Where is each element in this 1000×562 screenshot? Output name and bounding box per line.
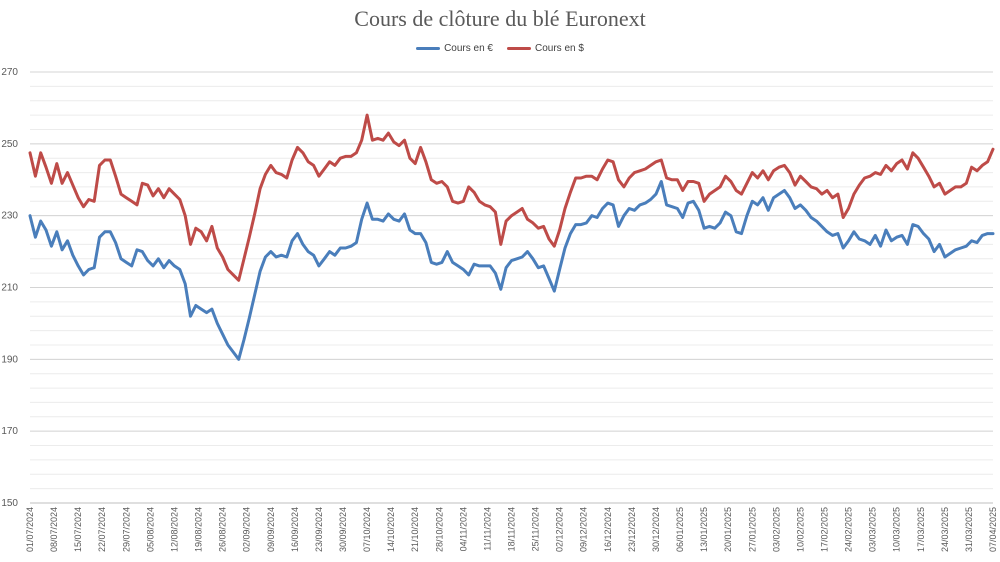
x-tick-label: 22/07/2024 (97, 507, 107, 552)
x-tick-label: 12/08/2024 (169, 507, 179, 552)
y-tick-label: 170 (1, 426, 18, 437)
series-line-dollar (28, 113, 995, 282)
x-tick-label: 23/12/2024 (627, 507, 637, 552)
x-tick-label: 30/12/2024 (651, 507, 661, 552)
legend-swatch-euro (416, 47, 441, 50)
x-tick-label: 29/07/2024 (121, 507, 131, 552)
x-tick-label: 23/09/2024 (314, 507, 324, 552)
x-tick-label: 28/10/2024 (434, 507, 444, 552)
x-tick-label: 15/07/2024 (73, 507, 83, 552)
x-tick-label: 08/07/2024 (49, 507, 59, 552)
x-tick-label: 18/11/2024 (507, 507, 517, 551)
series-line-euro (28, 180, 995, 361)
x-tick-label: 27/01/2025 (747, 507, 757, 552)
legend-item-dollar[interactable]: Cours en $ (507, 43, 584, 54)
legend-label-euro: Cours en € (444, 43, 493, 54)
x-tick-label: 02/09/2024 (242, 507, 252, 552)
x-tick-label: 11/11/2024 (482, 507, 492, 551)
y-tick-label: 150 (1, 498, 18, 509)
x-tick-label: 16/09/2024 (290, 507, 300, 552)
x-tick-label: 24/02/2025 (844, 507, 854, 552)
x-tick-label: 01/07/2024 (25, 507, 35, 552)
legend: Cours en € Cours en $ (0, 43, 1000, 54)
x-tick-label: 09/12/2024 (579, 507, 589, 552)
x-tick-label: 07/04/2025 (988, 507, 998, 552)
x-tick-label: 31/03/2025 (964, 507, 974, 552)
x-tick-label: 07/10/2024 (362, 507, 372, 552)
x-tick-label: 25/11/2024 (531, 507, 541, 551)
y-tick-label: 250 (1, 139, 18, 150)
x-tick-label: 30/09/2024 (338, 507, 348, 552)
x-tick-label: 09/09/2024 (266, 507, 276, 552)
x-tick-label: 10/02/2025 (795, 507, 805, 552)
x-tick-label: 03/02/2025 (771, 507, 781, 552)
x-tick-label: 14/10/2024 (386, 507, 396, 552)
x-tick-label: 05/08/2024 (145, 507, 155, 552)
x-tick-label: 26/08/2024 (218, 507, 228, 552)
x-tick-label: 16/12/2024 (603, 507, 613, 552)
x-tick-label: 24/03/2025 (940, 507, 950, 552)
y-tick-label: 210 (1, 283, 18, 294)
legend-item-euro[interactable]: Cours en € (416, 43, 493, 54)
y-tick-label: 190 (1, 354, 18, 365)
x-tick-label: 17/02/2025 (819, 507, 829, 552)
x-tick-label: 10/03/2025 (892, 507, 902, 552)
legend-label-dollar: Cours en $ (535, 43, 584, 54)
x-tick-label: 02/12/2024 (555, 507, 565, 552)
x-tick-label: 19/08/2024 (194, 507, 204, 552)
x-tick-label: 06/01/2025 (675, 507, 685, 552)
x-tick-label: 20/01/2025 (723, 507, 733, 552)
x-tick-label: 13/01/2025 (699, 507, 709, 552)
x-tick-label: 03/03/2025 (868, 507, 878, 552)
y-tick-label: 270 (1, 67, 18, 78)
legend-swatch-dollar (507, 47, 531, 50)
x-tick-label: 17/03/2025 (916, 507, 926, 552)
y-tick-label: 230 (1, 211, 18, 222)
chart-title: Cours de clôture du blé Euronext (354, 6, 646, 31)
x-tick-label: 04/11/2024 (458, 507, 468, 551)
x-tick-label: 21/10/2024 (410, 507, 420, 552)
